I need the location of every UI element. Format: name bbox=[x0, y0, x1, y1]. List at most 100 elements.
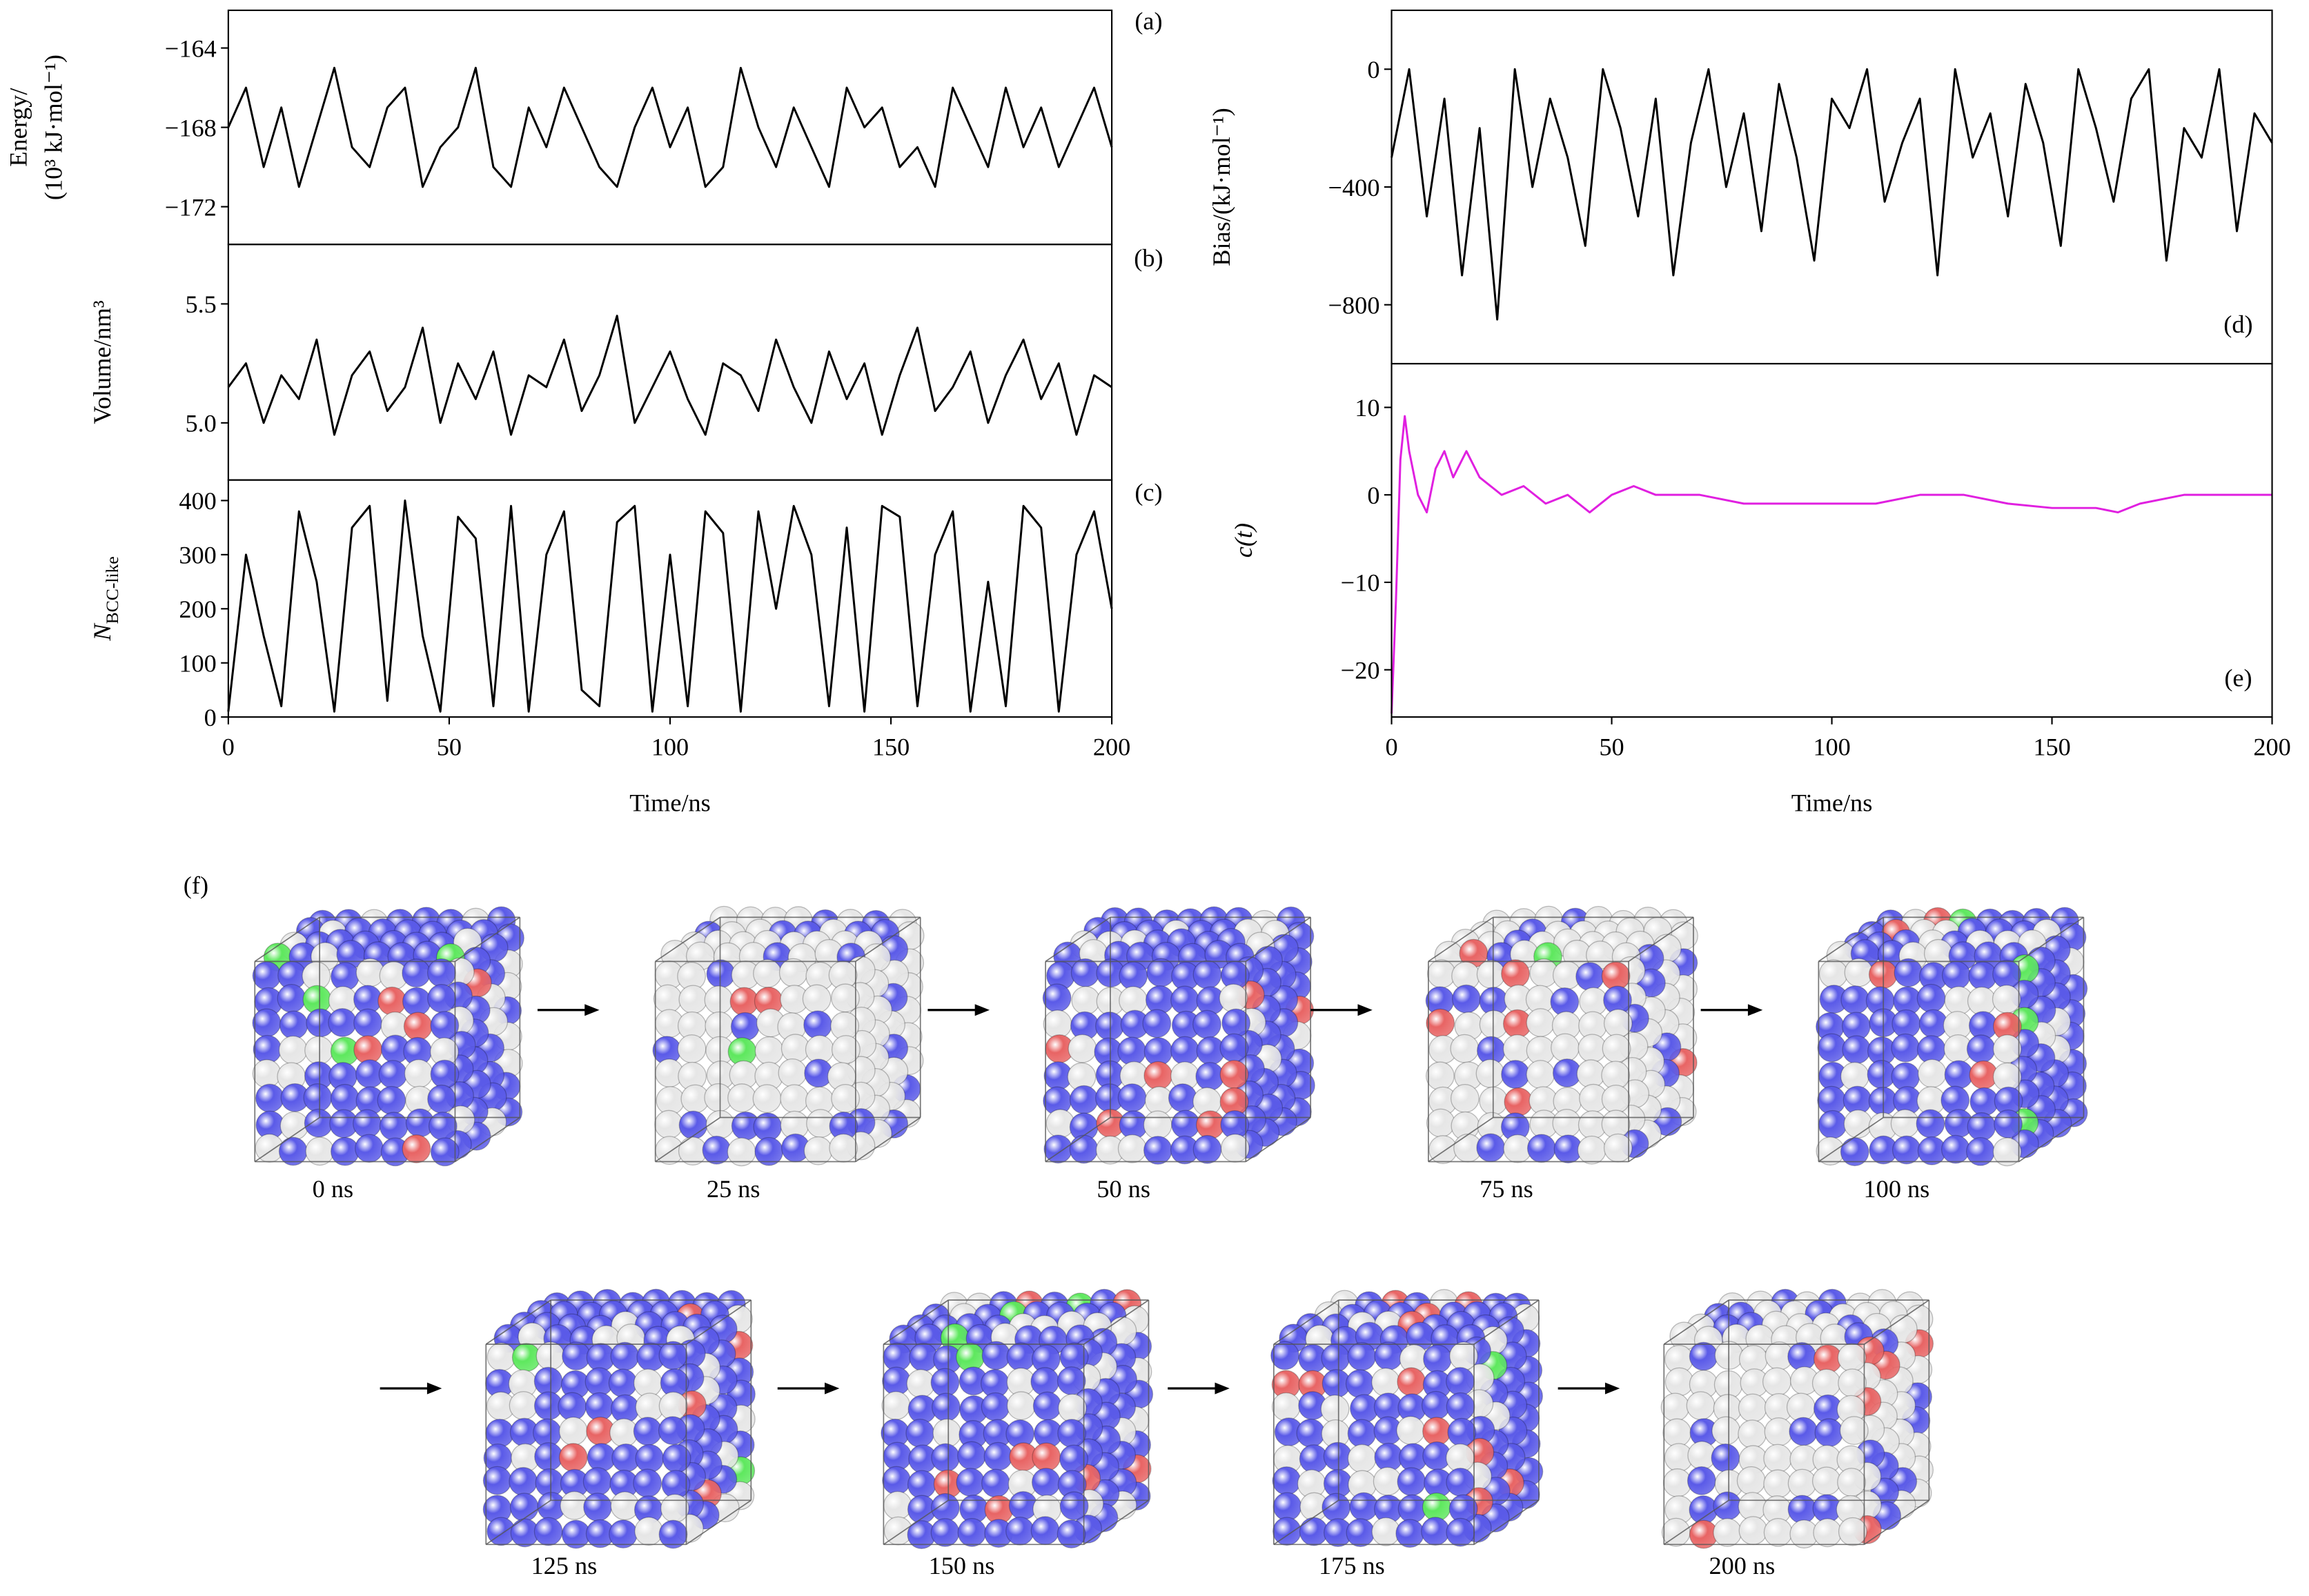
atom bbox=[378, 1060, 408, 1089]
x-tick-label: 50 bbox=[437, 733, 462, 761]
atom bbox=[1687, 1466, 1716, 1495]
panel-label: (b) bbox=[1134, 244, 1163, 272]
y-axis-label-text: (10³ kJ·mol⁻¹) bbox=[40, 55, 68, 200]
atom bbox=[1143, 1061, 1173, 1090]
data-line bbox=[227, 66, 1113, 188]
atom bbox=[1170, 985, 1199, 1015]
atom bbox=[403, 1012, 433, 1041]
y-tick-label: −800 bbox=[1328, 291, 1380, 319]
atom bbox=[1738, 1419, 1767, 1449]
atom bbox=[582, 1467, 612, 1497]
cube-edge bbox=[2018, 1116, 2084, 1163]
atom bbox=[1117, 1083, 1147, 1112]
atom bbox=[1192, 960, 1222, 989]
atom bbox=[1428, 1135, 1457, 1164]
cube-edge bbox=[883, 1299, 949, 1345]
atom bbox=[404, 1059, 433, 1088]
atom bbox=[705, 1011, 734, 1041]
atom bbox=[1992, 1034, 2022, 1063]
atom bbox=[1446, 1367, 1475, 1396]
atom bbox=[1787, 1341, 1816, 1371]
atom bbox=[610, 1341, 640, 1371]
cube-edge bbox=[1083, 1499, 1149, 1546]
atom bbox=[1346, 1518, 1375, 1548]
atom bbox=[1171, 1110, 1200, 1139]
atom bbox=[1787, 1495, 1817, 1524]
atom bbox=[1601, 1085, 1631, 1114]
x-tick-label: 200 bbox=[1093, 733, 1130, 761]
atom bbox=[584, 1392, 614, 1421]
atom bbox=[658, 1416, 687, 1446]
atom bbox=[430, 1137, 460, 1167]
cube-edge bbox=[2018, 916, 2084, 963]
atom bbox=[1867, 1060, 1896, 1089]
atom bbox=[1071, 985, 1101, 1015]
atom bbox=[485, 1419, 515, 1448]
atom bbox=[1501, 959, 1530, 989]
arrow-head bbox=[1357, 1004, 1373, 1016]
cube-edge bbox=[883, 1499, 949, 1546]
atom bbox=[482, 1466, 512, 1495]
atom bbox=[304, 1036, 333, 1065]
data-line bbox=[1391, 415, 2272, 714]
cube-edge bbox=[1628, 916, 1694, 963]
atom bbox=[981, 1392, 1010, 1421]
snapshot-label: 150 ns bbox=[929, 1552, 995, 1579]
atom bbox=[753, 958, 782, 988]
atom bbox=[509, 1492, 539, 1522]
snapshot bbox=[1310, 905, 1698, 1165]
atom bbox=[430, 1011, 460, 1041]
cube-edge bbox=[1863, 1299, 1929, 1345]
atom bbox=[702, 1135, 731, 1165]
atom bbox=[1320, 1395, 1350, 1424]
cube-edge bbox=[1428, 916, 1494, 963]
atom bbox=[882, 1366, 911, 1396]
atom bbox=[328, 1008, 357, 1037]
atom bbox=[1660, 1392, 1690, 1422]
atom bbox=[1345, 1369, 1375, 1399]
atom bbox=[930, 1368, 960, 1397]
atom bbox=[1551, 1033, 1580, 1063]
atom bbox=[1421, 1517, 1450, 1546]
y-tick-label: 200 bbox=[179, 595, 216, 623]
atom bbox=[1168, 1083, 1197, 1112]
atom bbox=[1577, 1135, 1607, 1165]
y-axis-label: Volume/nm³ bbox=[88, 300, 116, 424]
atom bbox=[330, 1083, 360, 1113]
atom bbox=[1349, 1492, 1379, 1521]
atom bbox=[1069, 1134, 1099, 1164]
atom bbox=[533, 1366, 563, 1396]
atom bbox=[1095, 1012, 1124, 1041]
atom bbox=[1602, 1034, 1631, 1063]
atom bbox=[428, 1112, 458, 1141]
atom bbox=[1738, 1516, 1768, 1546]
cube-edge bbox=[254, 1116, 320, 1163]
atom bbox=[1763, 1517, 1793, 1547]
atom bbox=[1837, 1343, 1867, 1372]
atom bbox=[427, 1084, 456, 1114]
atom bbox=[1446, 1468, 1475, 1497]
atom bbox=[379, 1112, 409, 1141]
atom bbox=[1426, 1008, 1455, 1038]
arrow-head bbox=[825, 1382, 840, 1395]
atom bbox=[956, 1342, 985, 1372]
snapshot-label: 125 ns bbox=[531, 1552, 598, 1579]
atom bbox=[1738, 1393, 1767, 1423]
atom bbox=[1475, 1058, 1505, 1088]
y-tick-label: 100 bbox=[179, 650, 216, 678]
atom bbox=[1032, 1391, 1062, 1421]
atom bbox=[1374, 1341, 1404, 1371]
atom bbox=[1917, 1058, 1947, 1088]
atom bbox=[304, 1108, 333, 1138]
atom bbox=[255, 1083, 284, 1113]
cube-edge bbox=[1663, 1299, 1729, 1345]
y-tick-label: −20 bbox=[1341, 656, 1380, 684]
atom bbox=[1397, 1494, 1427, 1524]
atom bbox=[1811, 1368, 1841, 1398]
atom bbox=[1966, 1034, 1996, 1064]
y-axis-label-text: Volume/nm³ bbox=[88, 300, 116, 424]
atom bbox=[1143, 1110, 1172, 1140]
snapshot bbox=[252, 906, 524, 1167]
cube-edge bbox=[1473, 1299, 1540, 1345]
atom bbox=[1059, 1491, 1089, 1521]
